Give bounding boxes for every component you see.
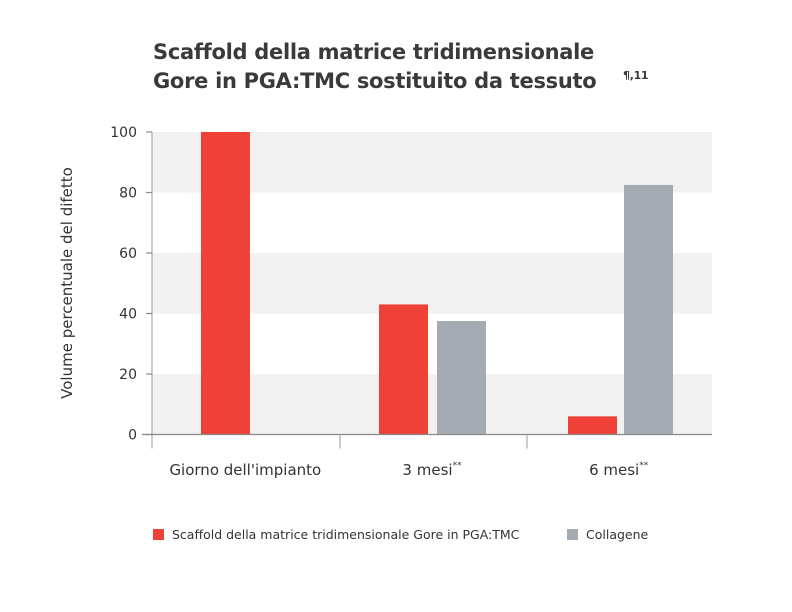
legend-label-collagene: Collagene [586,527,649,542]
bar-scaffold [568,416,617,435]
bar-collagene [624,184,673,435]
chart-title: Scaffold della matrice tridimensionale G… [153,38,649,96]
y-tick-label: 0 [128,428,137,444]
legend-swatch-collagene [567,529,578,540]
x-tick-label: Giorno dell'impianto [169,461,321,479]
x-tick-superscript: ** [453,461,463,471]
legend-item-collagene: Collagene [567,527,648,542]
title-superscript: ¶,11 [623,69,649,82]
y-tick-label: 100 [110,125,137,141]
legend-label-scaffold: Scaffold della matrice tridimensionale G… [172,527,520,542]
x-tick-label: 6 mesi** [589,461,649,479]
y-tick-label: 40 [119,307,137,323]
x-tick-superscript: ** [639,461,649,471]
chart-title-text: Scaffold della matrice tridimensionale G… [153,40,597,93]
y-tick-label: 80 [119,186,137,202]
x-tick-label: 3 mesi** [402,461,462,479]
bar-scaffold [379,304,428,435]
legend-item-scaffold: Scaffold della matrice tridimensionale G… [153,527,519,542]
bar-collagene [437,321,486,435]
y-axis-label: Volume percentuale del difetto [58,167,76,399]
bar-scaffold [201,132,250,435]
y-tick-label: 60 [119,246,137,262]
y-tick-label: 20 [119,367,137,383]
legend-swatch-scaffold [153,529,164,540]
